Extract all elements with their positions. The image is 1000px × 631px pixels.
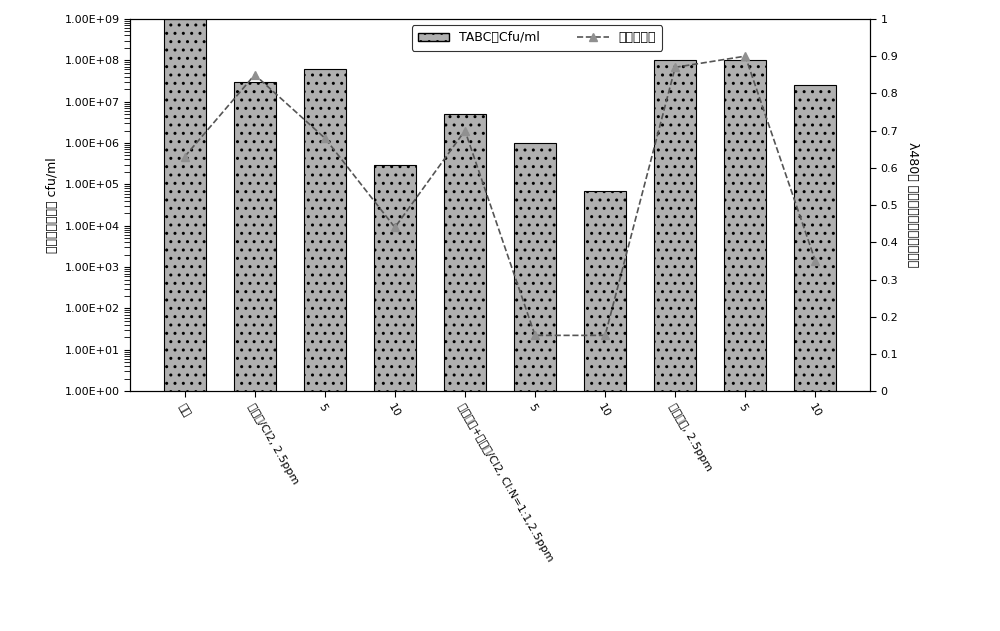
Bar	[234, 82, 276, 631]
Bar	[514, 143, 556, 631]
Legend: TABC，Cfu/ml, 微生物活性: TABC，Cfu/ml, 微生物活性	[412, 25, 662, 50]
Bar	[374, 165, 416, 631]
Bar	[654, 61, 696, 631]
Bar	[794, 85, 836, 631]
Bar	[444, 114, 486, 631]
Bar	[164, 19, 206, 631]
Bar	[724, 61, 766, 631]
Bar	[304, 69, 346, 631]
Y-axis label: λ480， 吸光度表示的微生物活性: λ480， 吸光度表示的微生物活性	[906, 143, 919, 268]
Bar	[584, 191, 626, 631]
Y-axis label: 好氧细菌总数， cfu/ml: 好氧细菌总数， cfu/ml	[46, 157, 59, 253]
